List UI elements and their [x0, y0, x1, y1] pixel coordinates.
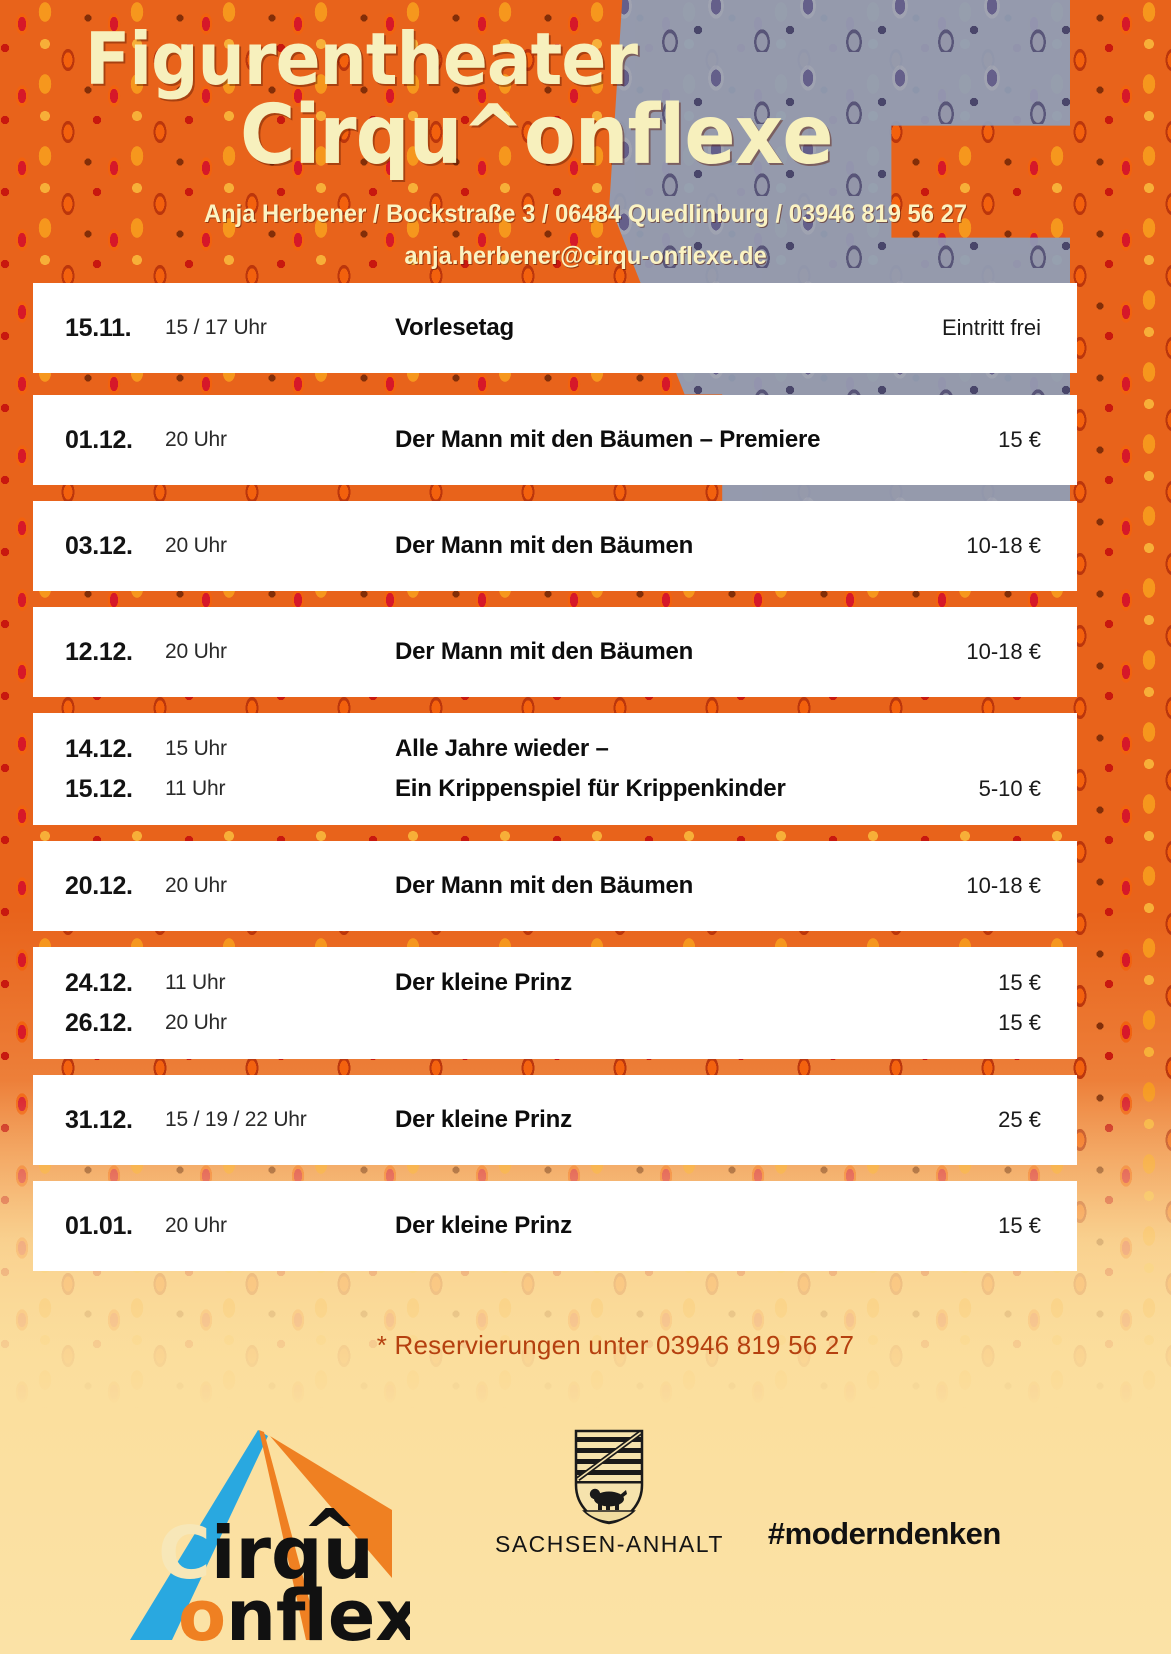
sachsen-anhalt-logo: SACHSEN-ANHALT	[495, 1429, 724, 1558]
event-time: 20 Uhr	[165, 640, 227, 663]
bear-figure-icon	[590, 1488, 628, 1510]
event-time: 15 / 19 / 22 Uhr	[165, 1108, 307, 1131]
event-title: Der kleine Prinz	[395, 969, 572, 996]
row-spacer	[33, 697, 1077, 713]
event-title: Ein Krippenspiel für Krippenkinder	[395, 775, 786, 802]
logo-word-onflexe: onflexe	[178, 1575, 410, 1650]
row-spacer	[33, 485, 1077, 501]
table-row: 14.12. 15 Uhr Alle Jahre wieder – 15.12.…	[33, 713, 1077, 825]
event-date: 26.12.	[65, 1008, 133, 1037]
table-row: 20.12. 20 Uhr Der Mann mit den Bäumen 10…	[33, 841, 1077, 931]
event-time: 20 Uhr	[165, 874, 227, 897]
event-price: 10-18 €	[966, 639, 1041, 664]
event-price: 5-10 €	[978, 776, 1041, 801]
event-date: 12.12.	[65, 637, 133, 666]
table-row: 01.12. 20 Uhr Der Mann mit den Bäumen – …	[33, 395, 1077, 485]
event-date: 01.01.	[65, 1211, 133, 1240]
event-date: 31.12.	[65, 1105, 133, 1134]
event-time: 20 Uhr	[165, 1011, 227, 1034]
event-price: 15 €	[998, 427, 1041, 452]
event-date: 03.12.	[65, 531, 133, 560]
event-date: 15.11.	[65, 313, 132, 342]
event-price: Eintritt frei	[941, 315, 1041, 340]
event-price: 15 €	[998, 970, 1041, 995]
event-title: Vorlesetag	[395, 314, 514, 341]
table-subrow: 24.12. 11 Uhr Der kleine Prinz 15 €	[65, 963, 1077, 1003]
row-spacer	[33, 591, 1077, 607]
event-price: 15 €	[998, 1010, 1041, 1035]
event-date: 24.12.	[65, 968, 133, 997]
cirqu-onflexe-logo: Cirqu ^ onflexe	[120, 1378, 410, 1650]
theater-title-line2: Cirqu^onflexe	[240, 88, 834, 183]
event-schedule-list: 15.11. 15 / 17 Uhr Vorlesetag Eintritt f…	[33, 283, 1077, 1271]
event-date: 14.12.	[65, 734, 133, 763]
event-date: 20.12.	[65, 871, 133, 900]
logo-word-cirqu: Cirqu	[158, 1511, 374, 1595]
sachsen-anhalt-label: SACHSEN-ANHALT	[495, 1531, 724, 1557]
table-row: 03.12. 20 Uhr Der Mann mit den Bäumen 10…	[33, 501, 1077, 591]
coat-of-arms-icon	[575, 1429, 644, 1525]
event-title: Der kleine Prinz	[395, 1212, 572, 1239]
event-price: 15 €	[998, 1213, 1041, 1238]
table-row: 12.12. 20 Uhr Der Mann mit den Bäumen 10…	[33, 607, 1077, 697]
event-time: 20 Uhr	[165, 1214, 227, 1237]
event-time: 15 / 17 Uhr	[165, 316, 267, 339]
event-price: 10-18 €	[966, 873, 1041, 898]
contact-email: anja.herbener@cirqu-onflexe.de	[404, 242, 767, 270]
tent-logo-graphic: Cirqu ^ onflexe	[130, 1430, 410, 1650]
row-spacer	[33, 825, 1077, 841]
event-time: 11 Uhr	[165, 971, 226, 994]
poster-header: Figurentheater Cirqu^onflexe Anja Herben…	[0, 0, 1171, 283]
table-subrow: 14.12. 15 Uhr Alle Jahre wieder –	[65, 729, 1077, 769]
row-spacer	[33, 1165, 1077, 1181]
event-date: 01.12.	[65, 425, 133, 454]
logo-caret: ^	[302, 1495, 357, 1572]
event-title: Der Mann mit den Bäumen – Premiere	[395, 426, 821, 453]
event-time: 15 Uhr	[165, 737, 227, 760]
event-price: 10-18 €	[966, 533, 1041, 558]
event-title: Der Mann mit den Bäumen	[395, 872, 694, 899]
theater-title-line1: Figurentheater	[85, 17, 638, 101]
table-row: 24.12. 11 Uhr Der kleine Prinz 15 € 26.1…	[33, 947, 1077, 1059]
table-subrow: 15.12. 11 Uhr Ein Krippenspiel für Kripp…	[65, 769, 1077, 809]
row-spacer	[33, 931, 1077, 947]
row-spacer	[33, 373, 1077, 395]
row-spacer	[33, 1059, 1077, 1075]
event-price: 25 €	[998, 1107, 1041, 1132]
event-title: Der Mann mit den Bäumen	[395, 532, 694, 559]
contact-address: Anja Herbener / Bockstraße 3 / 06484 Que…	[203, 200, 967, 228]
sponsor-block: SACHSEN-ANHALT #moderndenken	[495, 1408, 1055, 1558]
event-title: Der kleine Prinz	[395, 1106, 572, 1133]
event-date: 15.12.	[65, 774, 133, 803]
table-row: 01.01. 20 Uhr Der kleine Prinz 15 €	[33, 1181, 1077, 1271]
reservation-note: * Reservierungen unter 03946 819 56 27	[376, 1330, 855, 1360]
event-title: Der Mann mit den Bäumen	[395, 638, 694, 665]
moderndenken-hashtag: #moderndenken	[767, 1516, 1001, 1551]
event-time: 11 Uhr	[165, 777, 226, 800]
event-time: 20 Uhr	[165, 428, 227, 451]
table-row: 31.12. 15 / 19 / 22 Uhr Der kleine Prinz…	[33, 1075, 1077, 1165]
event-title: Alle Jahre wieder –	[395, 735, 609, 762]
table-row: 15.11. 15 / 17 Uhr Vorlesetag Eintritt f…	[33, 283, 1077, 373]
event-time: 20 Uhr	[165, 534, 227, 557]
table-subrow: 26.12. 20 Uhr 15 €	[65, 1003, 1077, 1043]
